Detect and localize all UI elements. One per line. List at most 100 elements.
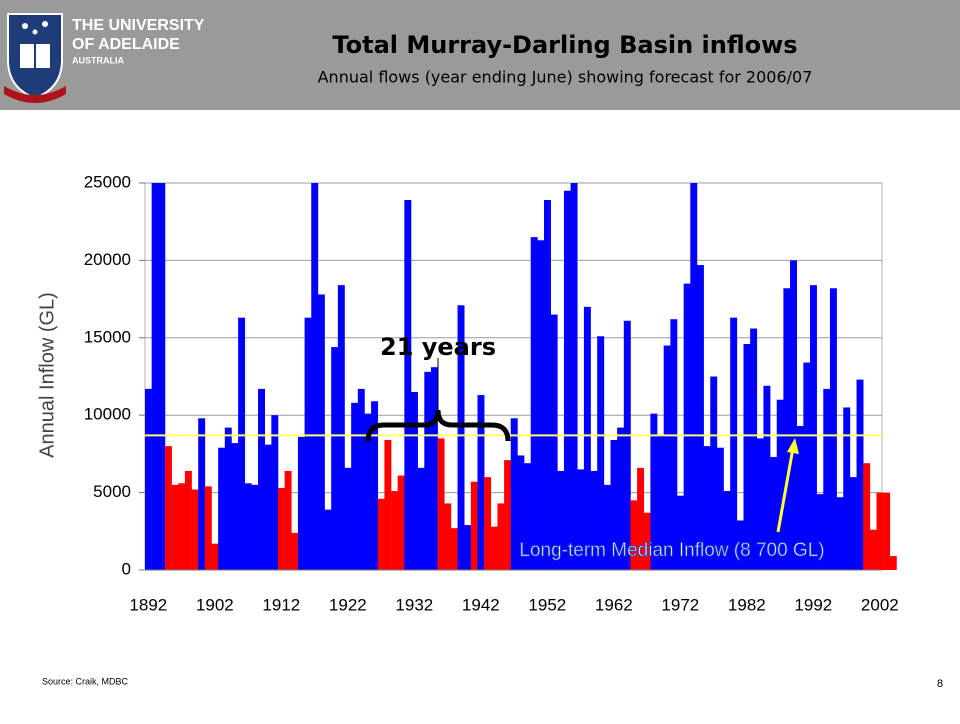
bar [145,388,152,570]
bar [796,426,804,570]
x-tick-label: 1922 [329,595,367,614]
bar [297,436,305,570]
bar [311,183,319,570]
bar [404,200,412,570]
bar [836,497,844,570]
bar [238,317,246,570]
bar [437,438,445,570]
bar [218,447,226,570]
bar [444,503,452,570]
bar [231,443,239,570]
bar [510,418,518,570]
bar [164,446,172,570]
bar [663,345,671,570]
bar [151,183,159,570]
bar [258,388,265,570]
bar [530,237,538,570]
bar [869,529,877,570]
bar [617,427,625,570]
university-name: THE UNIVERSITY [72,17,205,34]
bar [823,388,831,570]
university-logo [4,13,66,103]
bar [690,183,698,570]
bar [517,455,525,570]
x-tick-label: 2002 [861,595,899,614]
header-band [0,0,960,110]
bar [364,413,372,570]
bar [417,467,425,570]
bar [178,483,186,570]
y-axis-label: Annual Inflow (GL) [36,292,58,458]
bar [278,487,285,570]
bar [610,439,618,570]
bar [411,391,418,570]
source-note: Source: Craik, MDBC [42,676,129,686]
bar [637,467,645,570]
bar [490,526,498,570]
bar [450,528,458,570]
bar [677,495,684,570]
bar [391,491,398,570]
bar [776,399,784,570]
bar [557,470,565,570]
x-tick-label: 1962 [595,595,633,614]
x-tick-label: 1992 [794,595,832,614]
bar [883,492,891,570]
bar [703,446,711,570]
bar [477,395,485,570]
bar [577,469,585,570]
bar [603,484,611,570]
chart-title: Total Murray-Darling Basin inflows [332,31,797,59]
shield-star [32,29,38,35]
bar [284,470,292,570]
bar [211,543,219,570]
bar [723,491,731,570]
bar [670,319,678,570]
bar [317,294,325,570]
median-arrow [776,447,795,533]
bar [224,427,232,570]
x-tick-label: 1932 [395,595,433,614]
bar [563,190,571,571]
bar [643,512,651,570]
chart-subtitle: Annual flows (year ending June) showing … [318,68,813,87]
bar [457,305,465,570]
bar [790,260,797,570]
bar [623,320,631,570]
bar [524,463,531,570]
bar [344,467,352,570]
bar [876,492,884,570]
shield-star [42,21,48,27]
bar [803,362,811,570]
bar [843,407,851,570]
bar [484,477,492,570]
bar [570,183,578,570]
logo-ribbon [4,86,66,103]
plot-marks: 0 5000 10000 15000 20000 25000 1892 1902 1912 192… [84,172,899,614]
bar [829,288,837,570]
bar [304,317,312,570]
bar [856,379,864,570]
bar [191,489,199,570]
bar [251,484,259,570]
x-tick-label: 1902 [196,595,234,614]
bar [324,509,332,570]
bar [783,288,791,570]
bar [184,470,192,570]
bar [849,477,857,570]
bar [464,525,472,570]
bar [158,183,166,570]
y-tick-label: 0 [122,559,131,578]
bar [810,285,817,570]
bar [470,481,478,570]
x-tick-label: 1972 [661,595,699,614]
bar [244,483,252,570]
bar [351,402,359,570]
bar [264,444,272,570]
bar [357,388,365,570]
bar [750,328,758,570]
bar [583,306,591,570]
bar [384,439,392,570]
